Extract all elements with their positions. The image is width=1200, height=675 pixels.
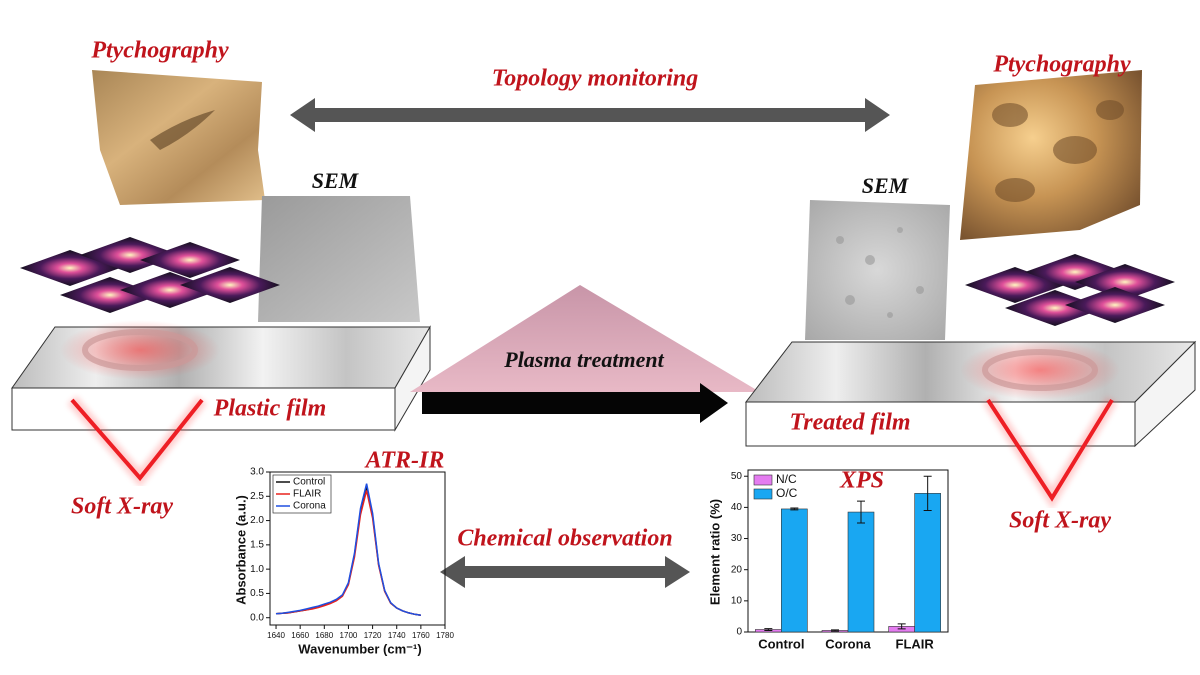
y-tick-label: 50 xyxy=(731,471,743,482)
label: Plastic film xyxy=(213,396,327,422)
label: Ptychography xyxy=(992,52,1131,78)
ptychography-feature xyxy=(150,110,215,150)
x-tick-label: 1740 xyxy=(388,631,406,640)
treated-film-slab xyxy=(744,340,1197,448)
y-tick-label: 1.5 xyxy=(250,539,264,550)
sem-image-right xyxy=(805,200,950,340)
x-tick-label: 1700 xyxy=(340,631,358,640)
double-arrow xyxy=(440,556,690,588)
label: Plasma treatment xyxy=(503,347,664,372)
x-tick-label: 1680 xyxy=(315,631,333,640)
double-arrow xyxy=(290,98,890,132)
label: Soft X-ray xyxy=(1009,508,1111,534)
label: Soft X-ray xyxy=(71,494,173,520)
chart-title: ATR-IR xyxy=(364,448,445,474)
xray-glow xyxy=(67,396,207,488)
x-tick-label: 1720 xyxy=(364,631,382,640)
ptychography-image-right xyxy=(960,70,1142,240)
plastic-film-slab xyxy=(11,320,431,432)
x-tick-label: Corona xyxy=(825,636,871,651)
xray-glow xyxy=(982,396,1118,510)
x-tick-label: 1640 xyxy=(267,631,285,640)
legend-label: N/C xyxy=(776,472,797,486)
plot-frame xyxy=(269,471,446,626)
legend-frame xyxy=(272,474,332,514)
error-bar xyxy=(764,628,773,631)
legend-swatch xyxy=(753,488,773,500)
diffraction-patterns-right xyxy=(965,254,1175,326)
chart-title: XPS xyxy=(839,468,884,494)
process-arrow xyxy=(422,383,728,423)
diffraction-patterns-left xyxy=(20,237,280,313)
legend-label: Control xyxy=(293,477,325,488)
y-tick-label: 30 xyxy=(731,533,743,544)
legend-label: O/C xyxy=(776,486,798,500)
x-tick-label: 1780 xyxy=(436,631,454,640)
x-tick-label: Control xyxy=(758,636,804,651)
charts: 0.0 0.5 1.0 1.5 2.0 2.5 3.0 1640 1660 1680 1700 172… xyxy=(250,467,949,651)
y-tick-label: 3.0 xyxy=(250,467,264,478)
y-tick-label: 20 xyxy=(731,564,743,575)
y-tick-label: 2.5 xyxy=(250,491,264,502)
series-line xyxy=(275,483,422,617)
y-tick-label: 2.0 xyxy=(250,515,264,526)
error-bar xyxy=(897,623,906,630)
y-tick-label: 0.5 xyxy=(250,588,264,599)
ptychography-features xyxy=(992,100,1124,202)
label: Topology monitoring xyxy=(492,66,698,92)
bar xyxy=(781,508,808,633)
y-tick-label: 0 xyxy=(736,627,742,638)
bar xyxy=(914,493,941,633)
x-tick-label: 1760 xyxy=(412,631,430,640)
error-bar xyxy=(790,507,799,511)
y-tick-label: 40 xyxy=(731,502,743,513)
error-bar xyxy=(923,475,932,511)
y-tick-label: 1.0 xyxy=(250,564,264,575)
legend-swatch xyxy=(753,474,773,486)
y-axis-label: Absorbance (a.u.) xyxy=(233,495,248,605)
label: Chemical observation xyxy=(457,526,672,552)
sem-features xyxy=(836,227,924,318)
plasma-triangle xyxy=(410,285,760,392)
y-tick-label: 0.0 xyxy=(250,612,264,623)
label: SEM xyxy=(862,173,910,198)
legend-label: FLAIR xyxy=(293,489,321,500)
y-tick-label: 10 xyxy=(731,595,743,606)
label: Treated film xyxy=(789,410,910,436)
error-bar xyxy=(857,500,865,524)
x-tick-label: FLAIR xyxy=(896,636,935,651)
legend-label: Corona xyxy=(293,501,326,512)
y-axis-label: Element ratio (%) xyxy=(707,499,722,605)
x-axis-label: Wavenumber (cm⁻¹) xyxy=(298,641,421,656)
sem-image-left xyxy=(258,196,420,322)
x-tick-label: 1660 xyxy=(291,631,309,640)
bar xyxy=(847,511,875,633)
error-bar xyxy=(831,629,839,632)
label: SEM xyxy=(312,168,360,193)
label: Ptychography xyxy=(90,38,229,64)
